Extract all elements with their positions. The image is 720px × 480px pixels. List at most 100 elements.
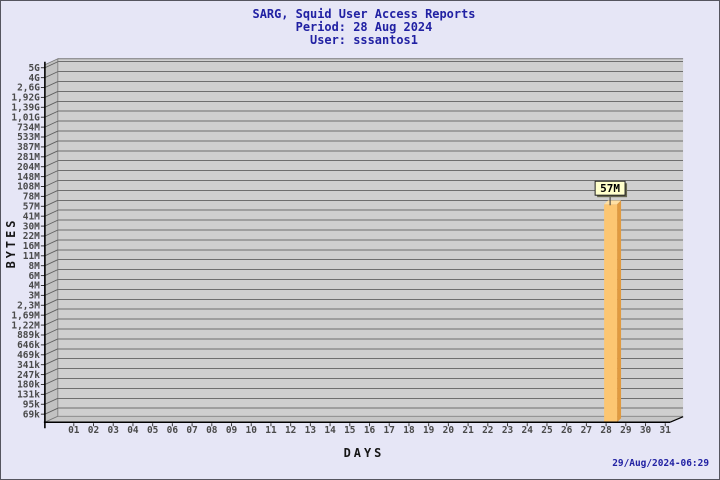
x-tick-label: 01 — [68, 425, 80, 436]
x-tick-label: 12 — [285, 425, 296, 436]
x-tick-label: 11 — [265, 425, 277, 436]
wall-diagonal — [44, 378, 59, 385]
chart-user: User: sssantos1 — [310, 33, 418, 47]
wall-diagonal — [44, 269, 59, 276]
y-tick-label: 5G — [28, 63, 40, 74]
y-tick-label: 889k — [17, 330, 40, 341]
wall-diagonal — [44, 180, 59, 187]
x-tick-label: 19 — [423, 425, 435, 436]
x-tick-label: 30 — [640, 425, 652, 436]
wall-diagonal — [44, 279, 59, 286]
x-tick-label: 28 — [600, 425, 612, 436]
x-tick-label: 03 — [108, 425, 120, 436]
wall-diagonal — [44, 358, 59, 366]
y-tick-label: 533M — [17, 132, 40, 143]
wall-diagonal — [44, 150, 59, 158]
y-tick-label: 1,39G — [11, 103, 40, 114]
wall-diagonal — [44, 71, 59, 79]
wall-diagonal — [44, 387, 59, 395]
x-tick-label: 04 — [127, 425, 139, 436]
bar-front-face — [604, 204, 618, 423]
y-tick-label: 6M — [28, 271, 40, 282]
y-tick-label: 1,92G — [11, 93, 40, 104]
wall-diagonal — [44, 368, 59, 375]
wall-diagonal — [44, 289, 59, 296]
y-tick-label: 646k — [17, 340, 40, 351]
wall-diagonal — [44, 209, 59, 217]
y-tick-label: 16M — [23, 241, 40, 252]
wall-diagonal — [44, 190, 59, 197]
x-axis-title: DAYS — [344, 446, 385, 460]
wall-diagonal — [44, 61, 59, 69]
x-tick-label: 26 — [561, 425, 573, 436]
y-tick-label: 204M — [17, 162, 40, 173]
bar-label-box — [594, 180, 626, 196]
x-tick-label: 15 — [344, 425, 356, 436]
y-tick-label: 2,3M — [17, 300, 40, 311]
wall-diagonal — [44, 407, 59, 415]
wall-diagonal — [44, 229, 59, 237]
y-tick-label: 281M — [17, 152, 40, 163]
floor-right-edge — [669, 416, 684, 423]
x-tick-label: 23 — [502, 425, 514, 436]
x-tick-label: 25 — [541, 425, 553, 436]
y-tick-label: 1,69M — [11, 310, 40, 321]
x-tick-label: 20 — [443, 425, 455, 436]
wall-diagonal — [44, 219, 59, 227]
wall-diagonal — [44, 308, 59, 316]
y-tick-label: 4G — [28, 73, 40, 84]
x-tick-label: 22 — [482, 425, 493, 436]
y-tick-label: 108M — [17, 182, 40, 193]
wall-diagonal — [44, 397, 59, 405]
wall-diagonal — [44, 130, 59, 138]
x-tick-label: 02 — [88, 425, 99, 436]
wall-diagonal — [44, 120, 59, 128]
x-tick-label: 17 — [384, 425, 395, 436]
wall-diagonal — [44, 100, 59, 108]
wall-diagonal — [44, 239, 59, 247]
x-tick-label: 31 — [660, 425, 672, 436]
y-tick-label: 30M — [23, 221, 40, 232]
x-tick-label: 21 — [462, 425, 474, 436]
y-tick-label: 4M — [28, 281, 40, 292]
wall-diagonal — [44, 318, 59, 326]
wall-diagonal — [44, 338, 59, 346]
y-tick-label: 69k — [23, 409, 40, 420]
y-tick-label: 341k — [17, 360, 40, 371]
wall-diagonal — [44, 91, 59, 98]
plot-area: 5G4G2,6G1,92G1,39G1,01G734M533M387M281M2… — [11, 58, 684, 436]
y-tick-label: 387M — [17, 142, 40, 153]
wall-diagonal — [44, 170, 59, 178]
x-tick-label: 29 — [620, 425, 632, 436]
wall-diagonal — [44, 328, 59, 336]
x-tick-label: 14 — [324, 425, 336, 436]
x-tick-label: 10 — [246, 425, 258, 436]
generated-timestamp: 29/Aug/2024-06:29 — [612, 458, 709, 469]
y-tick-label: 41M — [23, 211, 40, 222]
y-tick-label: 469k — [17, 350, 40, 361]
y-tick-label: 8M — [28, 261, 40, 272]
x-tick-label: 07 — [186, 425, 197, 436]
x-tick-label: 09 — [226, 425, 238, 436]
y-tick-label: 247k — [17, 370, 40, 381]
y-tick-label: 78M — [23, 192, 40, 203]
x-tick-label: 27 — [581, 425, 592, 436]
x-tick-label: 13 — [305, 425, 317, 436]
y-tick-label: 57M — [23, 201, 40, 212]
y-tick-label: 22M — [23, 231, 40, 242]
wall-diagonal — [44, 249, 59, 257]
wall-diagonal — [44, 81, 59, 88]
y-tick-label: 148M — [17, 172, 40, 183]
x-tick-label: 06 — [167, 425, 179, 436]
plot-back-plane — [57, 58, 684, 417]
x-tick-label: 16 — [364, 425, 376, 436]
plot-floor — [44, 415, 684, 423]
chart-period: Period: 28 Aug 2024 — [296, 20, 433, 34]
y-tick-label: 1,01G — [11, 112, 40, 123]
wall-diagonal — [44, 110, 59, 118]
y-tick-label: 2,6G — [17, 83, 40, 94]
bar-side-face — [617, 200, 622, 423]
y-axis-title: BYTES — [4, 218, 18, 269]
